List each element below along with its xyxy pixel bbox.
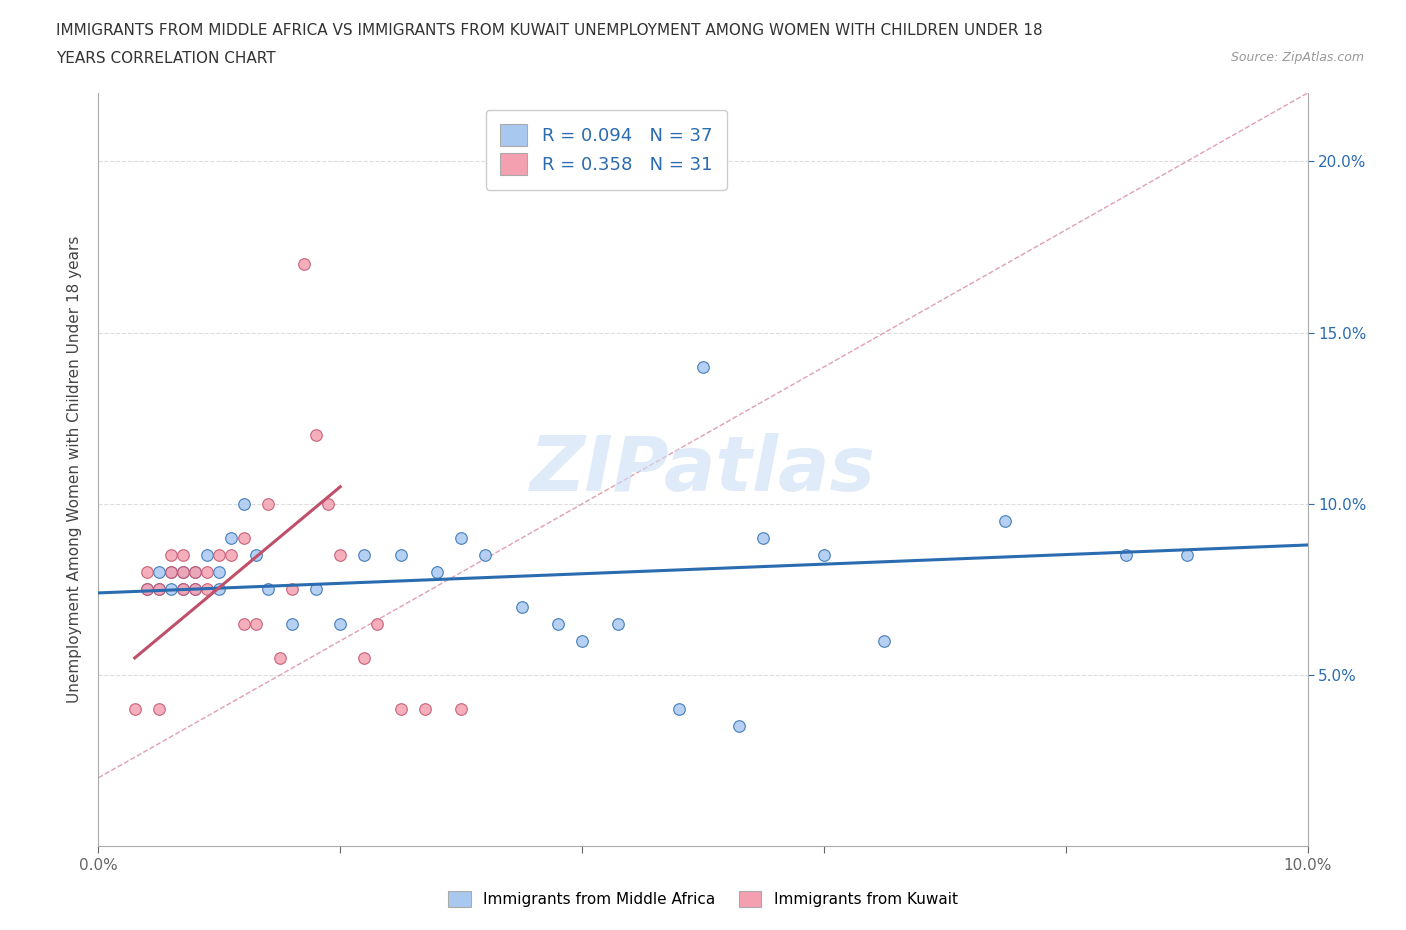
Point — [160, 582, 183, 597]
Point — [135, 582, 157, 597]
Point — [195, 582, 218, 597]
Point — [571, 633, 593, 648]
Point — [184, 582, 207, 597]
Point — [353, 651, 375, 666]
Point — [124, 702, 146, 717]
Point — [316, 497, 339, 512]
Legend: R = 0.094   N = 37, R = 0.358   N = 31: R = 0.094 N = 37, R = 0.358 N = 31 — [486, 110, 727, 190]
Point — [1175, 548, 1198, 563]
Point — [389, 548, 412, 563]
Point — [245, 548, 267, 563]
Y-axis label: Unemployment Among Women with Children Under 18 years: Unemployment Among Women with Children U… — [67, 236, 83, 703]
Point — [510, 599, 533, 614]
Point — [172, 582, 194, 597]
Point — [413, 702, 436, 717]
Point — [232, 531, 254, 546]
Point — [450, 531, 472, 546]
Point — [873, 633, 896, 648]
Point — [728, 719, 751, 734]
Point — [366, 617, 388, 631]
Point — [172, 565, 194, 579]
Point — [148, 582, 170, 597]
Point — [208, 565, 231, 579]
Point — [389, 702, 412, 717]
Point — [208, 548, 231, 563]
Point — [547, 617, 569, 631]
Point — [135, 582, 157, 597]
Point — [135, 565, 157, 579]
Point — [221, 531, 243, 546]
Text: Source: ZipAtlas.com: Source: ZipAtlas.com — [1230, 51, 1364, 64]
Point — [221, 548, 243, 563]
Point — [281, 582, 304, 597]
Point — [474, 548, 496, 563]
Point — [329, 617, 352, 631]
Point — [208, 582, 231, 597]
Point — [148, 582, 170, 597]
Text: YEARS CORRELATION CHART: YEARS CORRELATION CHART — [56, 51, 276, 66]
Point — [160, 565, 183, 579]
Point — [269, 651, 291, 666]
Point — [172, 565, 194, 579]
Point — [232, 497, 254, 512]
Point — [607, 617, 630, 631]
Point — [148, 702, 170, 717]
Text: IMMIGRANTS FROM MIDDLE AFRICA VS IMMIGRANTS FROM KUWAIT UNEMPLOYMENT AMONG WOMEN: IMMIGRANTS FROM MIDDLE AFRICA VS IMMIGRA… — [56, 23, 1043, 38]
Point — [245, 617, 267, 631]
Point — [813, 548, 835, 563]
Point — [256, 497, 278, 512]
Text: ZIPatlas: ZIPatlas — [530, 432, 876, 507]
Point — [195, 548, 218, 563]
Point — [184, 565, 207, 579]
Point — [232, 617, 254, 631]
Point — [353, 548, 375, 563]
Point — [994, 513, 1017, 528]
Point — [184, 582, 207, 597]
Point — [292, 257, 315, 272]
Point — [329, 548, 352, 563]
Point — [692, 360, 714, 375]
Point — [1115, 548, 1137, 563]
Point — [172, 582, 194, 597]
Point — [668, 702, 690, 717]
Point — [450, 702, 472, 717]
Point — [305, 428, 328, 443]
Point — [184, 565, 207, 579]
Point — [160, 548, 183, 563]
Point — [148, 565, 170, 579]
Point — [172, 548, 194, 563]
Point — [195, 565, 218, 579]
Point — [426, 565, 449, 579]
Legend: Immigrants from Middle Africa, Immigrants from Kuwait: Immigrants from Middle Africa, Immigrant… — [441, 884, 965, 913]
Point — [305, 582, 328, 597]
Point — [160, 565, 183, 579]
Point — [256, 582, 278, 597]
Point — [281, 617, 304, 631]
Point — [752, 531, 775, 546]
